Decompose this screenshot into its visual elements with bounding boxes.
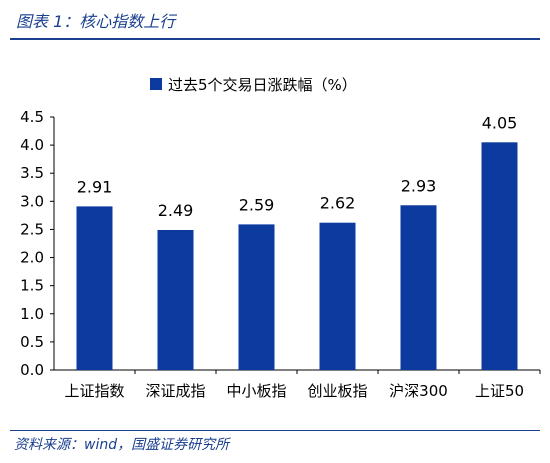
bar-chart: 0.0 0.5 1.0 1.5 2.0 2.5 3.0 3.5 4.0 4.5 2.91 上证指数 2.… xyxy=(20,108,541,400)
footer-rule xyxy=(10,430,540,431)
figure-title: 图表 1：核心指数上行 xyxy=(16,12,176,31)
bar xyxy=(238,224,275,370)
y-tick-label: 1.5 xyxy=(20,277,44,295)
legend-swatch xyxy=(150,78,162,90)
bar xyxy=(157,230,194,370)
bar-value-label: 2.62 xyxy=(320,194,356,213)
source-note: 资料来源：wind，国盛证券研究所 xyxy=(14,437,230,453)
x-category-label: 创业板指 xyxy=(307,382,367,400)
header-rule xyxy=(10,38,540,40)
bar-value-label: 4.05 xyxy=(482,113,518,132)
y-tick-label: 4.5 xyxy=(20,108,44,126)
bar-value-label: 2.91 xyxy=(77,177,113,196)
x-category-label: 深证成指 xyxy=(145,382,205,400)
legend-label: 过去5个交易日涨跌幅（%） xyxy=(168,75,357,94)
y-tick-label: 4.0 xyxy=(20,136,44,154)
y-tick-label: 0.0 xyxy=(20,361,44,379)
bar xyxy=(481,142,518,370)
bar-value-label: 2.49 xyxy=(158,201,194,220)
x-category-label: 中小板指 xyxy=(226,382,286,400)
figure-header: 图表 1：核心指数上行 xyxy=(0,0,550,40)
y-tick-label: 2.5 xyxy=(20,220,44,238)
bar xyxy=(400,205,437,370)
x-category-label: 上证50 xyxy=(475,382,524,400)
y-tick-label: 0.5 xyxy=(20,333,44,351)
bar xyxy=(319,222,356,370)
bar xyxy=(76,206,113,370)
bar-value-label: 2.59 xyxy=(239,195,275,214)
x-category-label: 上证指数 xyxy=(64,382,124,400)
bar-value-label: 2.93 xyxy=(401,176,437,195)
y-tick-label: 1.0 xyxy=(20,305,44,323)
y-tick-label: 2.0 xyxy=(20,249,44,267)
chart-legend: 过去5个交易日涨跌幅（%） xyxy=(150,74,357,94)
x-category-label: 沪深300 xyxy=(389,382,448,400)
y-tick-label: 3.5 xyxy=(20,164,44,182)
y-tick-label: 3.0 xyxy=(20,192,44,210)
